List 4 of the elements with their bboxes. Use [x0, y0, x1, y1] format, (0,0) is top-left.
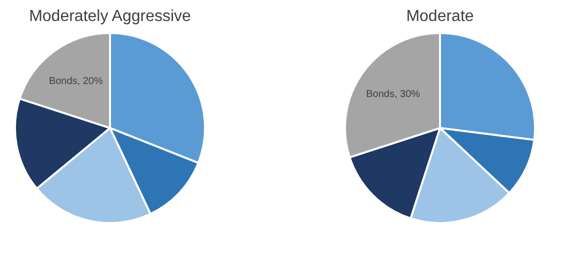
data-label: Bonds, 20%	[48, 76, 103, 88]
data-label: Bonds, 30%	[366, 88, 420, 100]
chart-title: Moderate	[406, 8, 474, 25]
chart-title: Moderately Aggressive	[29, 8, 192, 25]
